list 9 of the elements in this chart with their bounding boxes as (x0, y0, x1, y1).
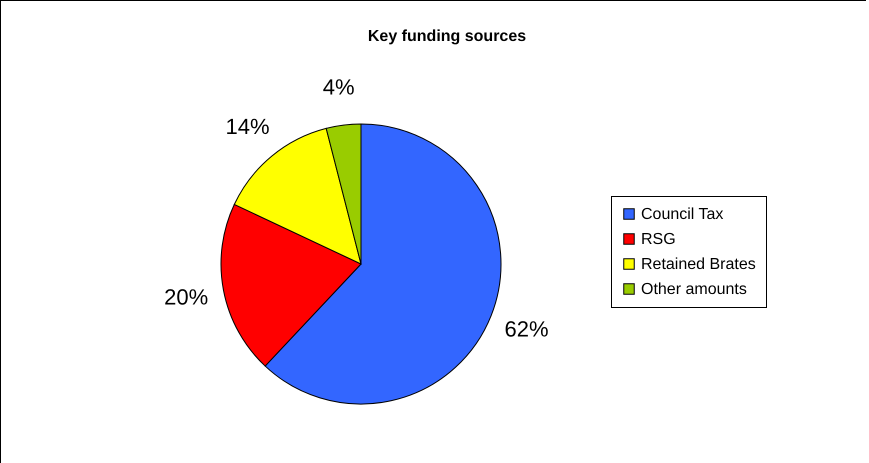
data-label: 20% (164, 284, 208, 310)
data-label: 62% (504, 316, 549, 342)
legend-label: Other amounts (641, 281, 747, 298)
legend-label: Retained Brates (641, 256, 756, 273)
data-label: 14% (226, 114, 270, 139)
legend-label: Council Tax (641, 206, 724, 223)
data-label: 4% (322, 74, 355, 100)
chart-title: Key funding sources (368, 28, 526, 45)
legend-label: RSG (641, 231, 676, 248)
